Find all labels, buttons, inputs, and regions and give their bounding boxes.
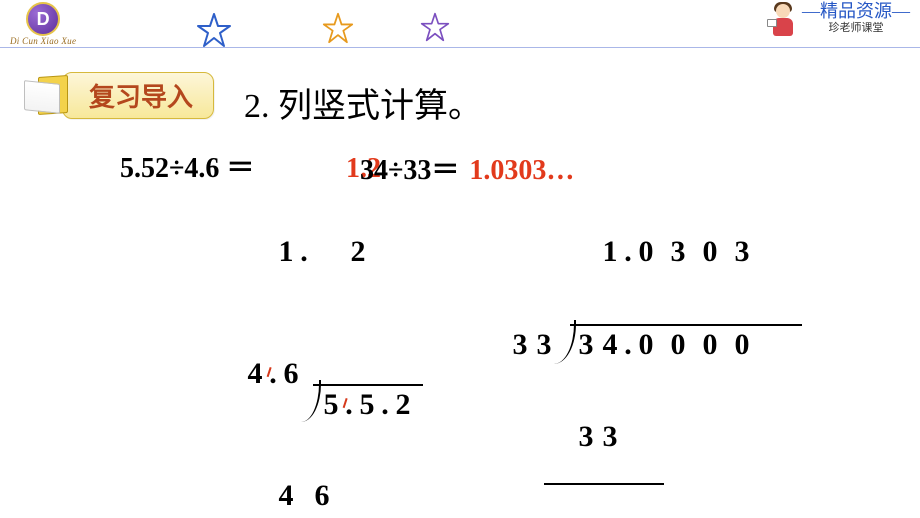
long-division-left: 1.2 4.6 5.5.2 4 6 9 2 9 2 0 [168,206,415,518]
brand-text: —精品资源— 珍老师课堂 [802,2,910,34]
eq-right-expression: 34÷33＝ [360,148,459,188]
ld2-quotient: 1.0303 [478,206,754,298]
logo-pinyin: Di Cun Xiao Xue [10,36,76,46]
brand-sub: 珍老师课堂 [829,23,884,34]
logo-circle: D [26,2,60,36]
equation-left: 5.52÷4.6 ＝ 1.2 [120,146,381,186]
star-icon [322,12,354,44]
book-icon [24,76,70,116]
ld1-dividend-row: 4.6 5.5.2 [168,298,415,451]
eq-left-expression: 5.52÷4.6 ＝ [120,146,346,186]
ld2-step: 100 [478,485,754,518]
review-banner: 复习导入 [24,72,214,119]
star-icon [196,12,232,48]
school-logo: D Di Cun Xiao Xue [10,2,76,46]
brand-right: —精品资源— 珍老师课堂 [770,2,910,36]
ld1-quotient: 1.2 [168,206,415,298]
logo-letter: D [37,9,50,30]
top-divider [0,47,920,48]
problem-heading: 2. 列竖式计算。 [244,78,482,127]
long-division-right: 1.0303 3334.0000 33 100 99 100 99 1 [478,206,754,518]
star-icon [420,12,450,42]
review-banner-text: 复习导入 [62,72,214,119]
ld2-dividend-row: 3334.0000 [478,298,754,391]
ld1-step: 4 6 [168,451,415,518]
top-bar: D Di Cun Xiao Xue —精品资源— 珍老师课堂 [0,0,920,48]
equation-right: 34÷33＝ 1.0303… [360,148,574,188]
brand-main: —精品资源— [802,2,910,20]
teacher-icon [770,2,796,36]
eq-right-answer: 1.0303… [469,155,574,187]
ld2-step: 33 [478,391,754,483]
